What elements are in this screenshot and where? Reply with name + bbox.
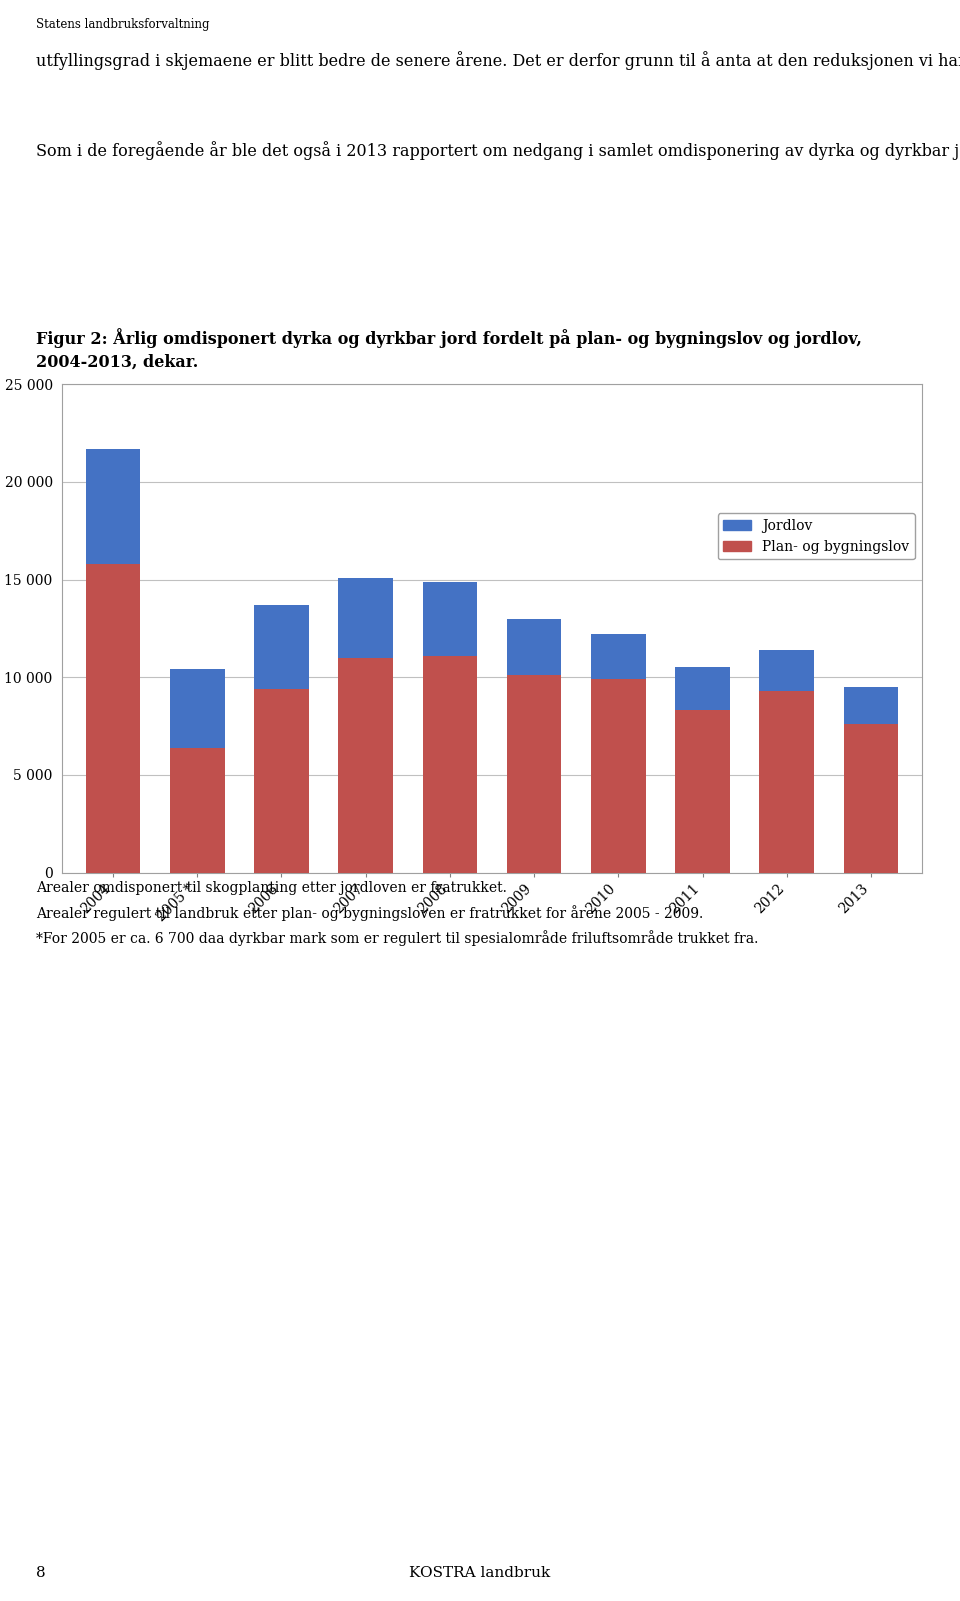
Text: 8: 8 <box>36 1566 46 1580</box>
Bar <box>507 618 562 676</box>
Bar <box>254 688 309 873</box>
Bar <box>675 711 730 873</box>
Bar <box>844 724 899 873</box>
Bar <box>422 581 477 656</box>
Text: Figur 2: Årlig omdisponert dyrka og dyrkbar jord fordelt på plan- og bygningslov: Figur 2: Årlig omdisponert dyrka og dyrk… <box>36 328 862 347</box>
Bar <box>85 564 140 873</box>
Bar <box>675 668 730 711</box>
Bar <box>422 656 477 873</box>
Bar <box>507 676 562 873</box>
Text: KOSTRA landbruk: KOSTRA landbruk <box>409 1566 551 1580</box>
Bar <box>591 634 646 679</box>
Bar <box>591 679 646 873</box>
Text: *For 2005 er ca. 6 700 daa dyrkbar mark som er regulert til spesialområde friluf: *For 2005 er ca. 6 700 daa dyrkbar mark … <box>36 930 758 946</box>
Legend: Jordlov, Plan- og bygningslov: Jordlov, Plan- og bygningslov <box>717 514 915 559</box>
Bar <box>759 692 814 873</box>
Bar <box>254 605 309 688</box>
Text: Arealer regulert til landbruk etter plan- og bygningsloven er fratrukket for åre: Arealer regulert til landbruk etter plan… <box>36 905 704 921</box>
Bar <box>170 748 225 873</box>
Bar <box>85 448 140 564</box>
Bar <box>338 658 393 873</box>
Bar <box>338 578 393 658</box>
Text: Statens landbruksforvaltning: Statens landbruksforvaltning <box>36 18 210 32</box>
Text: Som i de foregående år ble det også i 2013 rapportert om nedgang i samlet omdisp: Som i de foregående år ble det også i 20… <box>36 141 960 160</box>
Bar <box>170 669 225 748</box>
Text: Arealer omdisponert til skogplanting etter jordloven er fratrukket.: Arealer omdisponert til skogplanting ett… <box>36 881 507 895</box>
Text: utfyllingsgrad i skjemaene er blitt bedre de senere årene. Det er derfor grunn t: utfyllingsgrad i skjemaene er blitt bedr… <box>36 51 960 70</box>
Bar <box>844 687 899 724</box>
Bar <box>759 650 814 692</box>
Text: 2004-2013, dekar.: 2004-2013, dekar. <box>36 354 199 371</box>
